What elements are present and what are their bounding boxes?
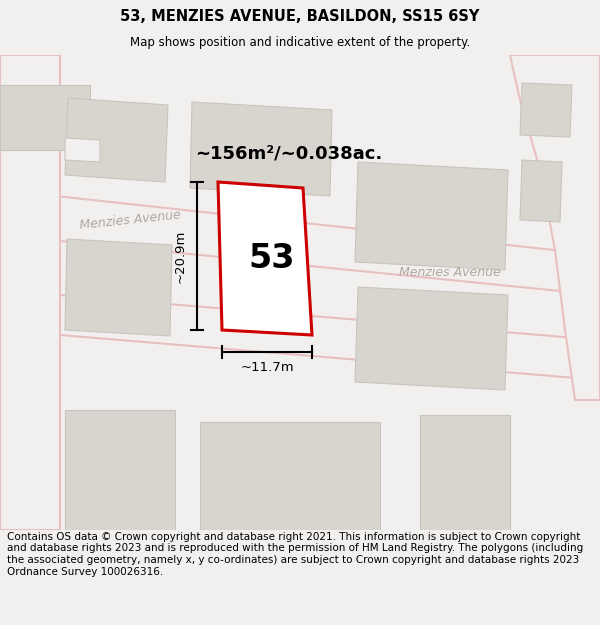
- Polygon shape: [65, 239, 172, 336]
- Polygon shape: [65, 138, 100, 162]
- Polygon shape: [520, 160, 562, 222]
- Text: ~20.9m: ~20.9m: [174, 229, 187, 282]
- Polygon shape: [0, 55, 60, 530]
- Text: 53, MENZIES AVENUE, BASILDON, SS15 6SY: 53, MENZIES AVENUE, BASILDON, SS15 6SY: [121, 9, 479, 24]
- Polygon shape: [200, 422, 380, 530]
- Text: 53: 53: [248, 242, 295, 275]
- Polygon shape: [355, 287, 508, 390]
- Polygon shape: [190, 102, 332, 196]
- Text: ~11.7m: ~11.7m: [240, 361, 294, 374]
- Polygon shape: [520, 83, 572, 137]
- Polygon shape: [60, 295, 600, 380]
- Polygon shape: [0, 85, 90, 150]
- Text: Map shows position and indicative extent of the property.: Map shows position and indicative extent…: [130, 36, 470, 49]
- Text: Contains OS data © Crown copyright and database right 2021. This information is : Contains OS data © Crown copyright and d…: [7, 532, 583, 577]
- Polygon shape: [0, 190, 600, 295]
- Polygon shape: [218, 182, 312, 335]
- Polygon shape: [420, 415, 510, 530]
- Polygon shape: [355, 162, 508, 270]
- Text: Menzies Avenue: Menzies Avenue: [79, 208, 181, 232]
- Polygon shape: [65, 98, 168, 182]
- Polygon shape: [65, 410, 175, 530]
- Polygon shape: [510, 55, 600, 400]
- Text: Menzies Avenue: Menzies Avenue: [399, 266, 501, 279]
- Text: ~156m²/~0.038ac.: ~156m²/~0.038ac.: [195, 144, 382, 162]
